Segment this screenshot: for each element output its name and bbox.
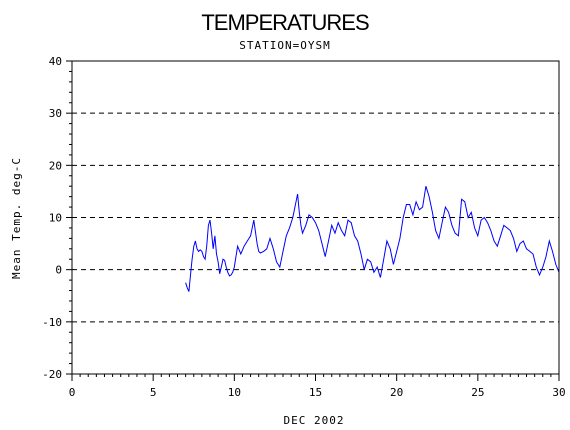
plot-frame [71,60,560,375]
y-tick-label: 10 [49,212,62,225]
y-tick-label: 0 [55,264,62,277]
x-tick-label: 15 [309,386,322,399]
y-tick-label: 20 [49,159,62,172]
x-tick-label: 30 [552,386,565,399]
x-axis: 0 5 10 15 20 25 30 [69,374,566,399]
y-axis-label: Mean Temp. deg-C [10,157,23,279]
series-line-temperature [185,186,560,292]
x-tick-label: 10 [228,386,241,399]
y-tick-label: -10 [42,316,62,329]
chart-title: TEMPERATURES [201,10,369,35]
y-tick-label: 30 [49,107,62,120]
chart-subtitle: STATION=OYSM [239,39,330,52]
x-tick-label: 25 [471,386,484,399]
x-tick-label: 0 [69,386,76,399]
y-tick-label: -20 [42,368,62,381]
x-axis-label: DEC 2002 [284,414,345,427]
y-tick-label: 40 [49,55,62,68]
x-tick-label: 5 [150,386,157,399]
x-tick-label: 20 [390,386,403,399]
y-axis: -20 -10 0 10 20 30 40 [42,55,72,381]
grid-lines [72,60,559,375]
